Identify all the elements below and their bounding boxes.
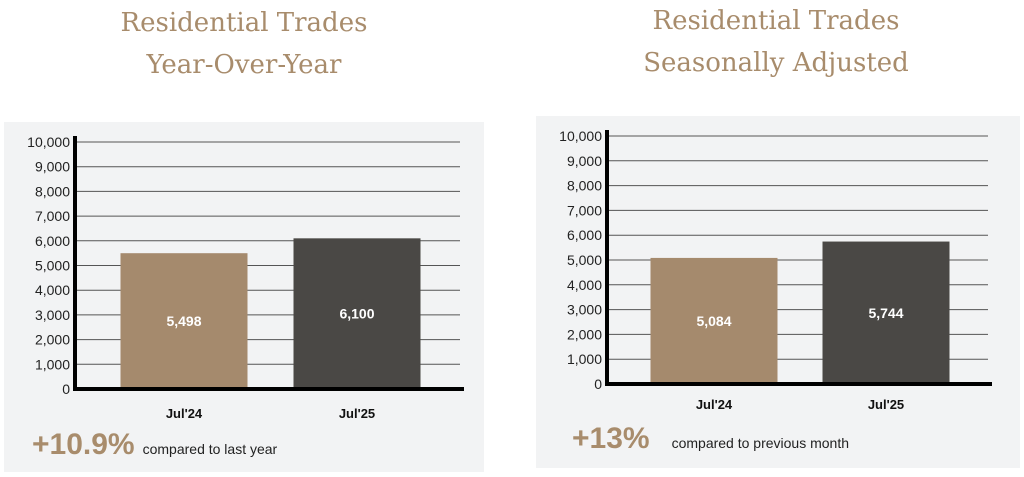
y-tick-label: 10,000 — [559, 128, 602, 144]
x-tick-label: Jul'24 — [696, 397, 733, 412]
chart-title-line2: Seasonally Adjusted — [643, 48, 909, 78]
y-tick-label: 1,000 — [35, 356, 70, 372]
y-tick-label: 2,000 — [567, 326, 602, 342]
y-tick-label: 8,000 — [35, 183, 70, 199]
y-tick-label: 0 — [62, 381, 70, 397]
x-tick-label: Jul'24 — [166, 406, 203, 421]
chart-title-right: Residential Trades Seasonally Adjusted — [566, 0, 986, 84]
y-tick-label: 6,000 — [35, 233, 70, 249]
y-tick-label: 6,000 — [567, 227, 602, 243]
change-summary-right: +13% compared to previous month — [572, 422, 849, 456]
y-tick-label: 3,000 — [567, 302, 602, 318]
chart-title-line1: Residential Trades — [652, 6, 900, 36]
change-label: compared to previous month — [671, 435, 850, 451]
y-tick-label: 5,000 — [35, 258, 70, 274]
bar — [822, 241, 950, 384]
y-tick-label: 7,000 — [35, 208, 70, 224]
bar-value-label: 5,084 — [696, 313, 731, 329]
y-tick-label: 4,000 — [35, 282, 70, 298]
change-percent: +10.9% — [32, 428, 135, 461]
bar-value-label: 6,100 — [339, 306, 374, 322]
change-label: compared to last year — [142, 441, 278, 457]
y-tick-label: 9,000 — [567, 153, 602, 169]
y-tick-label: 5,000 — [567, 252, 602, 268]
chart-title-left: Residential Trades Year-Over-Year — [34, 2, 454, 86]
bar-chart-right: 0 1,000 2,000 3,000 4,000 5,000 6,000 7,000 8,00… — [559, 128, 992, 412]
chart-title-line2: Year-Over-Year — [146, 50, 342, 80]
y-tick-label: 1,000 — [567, 351, 602, 367]
y-tick-label: 0 — [594, 376, 602, 392]
y-tick-label: 10,000 — [27, 134, 70, 150]
y-tick-label: 4,000 — [567, 277, 602, 293]
x-tick-label: Jul'25 — [339, 406, 375, 421]
bar-value-label: 5,744 — [868, 305, 903, 321]
y-tick-label: 3,000 — [35, 307, 70, 323]
y-tick-label: 2,000 — [35, 332, 70, 348]
bar — [120, 253, 248, 389]
chart-title-line1: Residential Trades — [120, 8, 368, 38]
bar — [293, 238, 421, 389]
bar-value-label: 5,498 — [166, 313, 201, 329]
bar-chart-left: 0 1,000 2,000 3,000 4,000 5,000 6,000 7,000 8,00… — [27, 134, 464, 421]
y-tick-label: 9,000 — [35, 159, 70, 175]
change-percent: +13% — [572, 422, 650, 455]
y-tick-label: 8,000 — [567, 178, 602, 194]
change-summary-left: +10.9% compared to last year — [32, 428, 277, 462]
bar — [650, 257, 778, 384]
x-tick-label: Jul'25 — [868, 397, 904, 412]
chart-panel-left: 0 1,000 2,000 3,000 4,000 5,000 6,000 7,000 8,00… — [4, 122, 484, 472]
chart-panel-right: 0 1,000 2,000 3,000 4,000 5,000 6,000 7,000 8,00… — [536, 116, 1020, 468]
y-tick-label: 7,000 — [567, 202, 602, 218]
